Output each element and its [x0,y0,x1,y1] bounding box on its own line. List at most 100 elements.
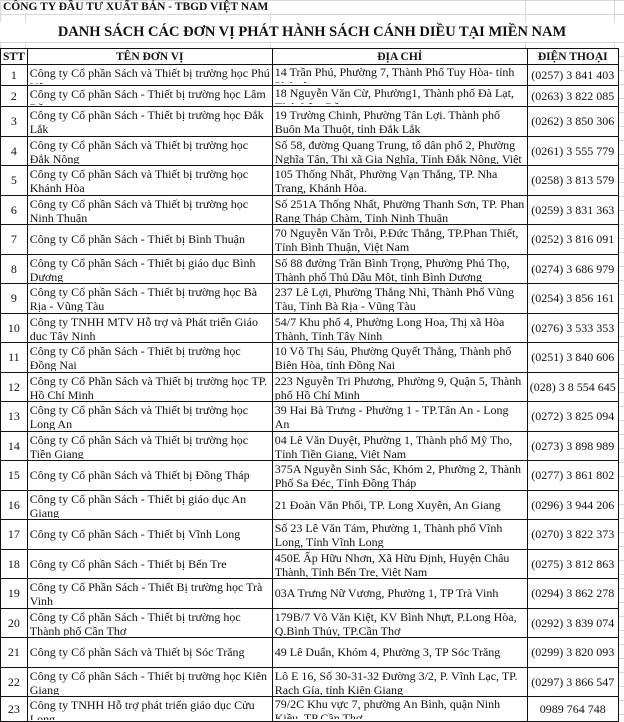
address-cell[interactable]: Số 251A Thống Nhất, Phường Thanh Sơn, TP… [271,194,528,225]
address-cell[interactable]: 03A Trưng Nữ Vương, Phường 1, TP Trà Vin… [271,578,528,609]
address-cell[interactable]: 450E Ấp Hữu Nhơn, Xã Hữu Định, Huyện Châ… [271,548,528,579]
phone-number-cell[interactable]: (0257) 3 841 403 [526,64,619,86]
row-number-cell[interactable]: 8 [0,253,28,284]
row-number-cell[interactable]: 6 [0,194,28,225]
unit-name-cell[interactable]: Công ty Cổ phần Sách - Thiết bị giáo dục… [26,253,273,284]
unit-name-cell[interactable]: Công ty Cổ phần Sách và Thiết bị trường … [26,135,273,166]
unit-name-cell[interactable]: Công ty Cổ phần Sách và Thiết bị Sóc Tră… [26,637,273,668]
unit-name-cell[interactable]: Công ty Cổ Phần Sách - Thiết Bị trường h… [26,578,273,609]
phone-number-cell[interactable]: (0272) 3 825 094 [526,401,619,432]
row-number-cell[interactable]: 9 [0,283,28,314]
phone-number-cell[interactable]: (028) 3 8 554 645 [526,371,619,402]
row-number-cell[interactable]: 3 [0,106,28,137]
phone-number-cell[interactable]: (0273) 3 898 989 [526,430,619,461]
row-number-cell[interactable]: 1 [0,64,28,86]
address-cell[interactable]: 54/7 Khu phố 4, Phường Long Hoa, Thị xã … [271,312,528,343]
unit-name-cell[interactable]: Công ty Cổ phần Sách - Thiết bị trường h… [26,85,273,107]
unit-name-cell[interactable]: Công ty TNHH MTV Hỗ trợ và Phát triển Gi… [26,312,273,343]
row-number-cell[interactable]: 17 [0,519,28,550]
unit-name-cell[interactable]: Công ty Cổ phần Sách - Thiết bị trường h… [26,607,273,638]
address-cell[interactable]: 04 Lê Văn Duyệt, Phường 1, Thành phố Mỹ … [271,430,528,461]
unit-name-cell[interactable]: Công ty Cổ phần Sách - Thiết bị trường h… [26,283,273,314]
unit-name-cell[interactable]: Công ty Cổ phần Sách và Thiết bị trường … [26,165,273,196]
address-cell[interactable]: 70 Nguyễn Văn Trỗi, P.Đức Thắng, TP.Phan… [271,224,528,255]
address-cell[interactable]: 223 Nguyễn Tri Phương, Phường 9, Quận 5,… [271,371,528,402]
address-cell[interactable]: 39 Hai Bà Trưng - Phường 1 - TP.Tân An -… [271,401,528,432]
phone-number-cell[interactable]: (0252) 3 816 091 [526,224,619,255]
phone-number-cell[interactable]: (0262) 3 850 306 [526,106,619,137]
column-header-name[interactable]: TÊN ĐƠN VỊ [26,48,273,65]
unit-name-cell[interactable]: Công ty Cổ phần Sách - Thiết bị trường h… [26,106,273,137]
unit-name-cell[interactable]: Công ty Cổ phần Sách - Thiết bị trường h… [26,342,273,373]
row-number-cell[interactable]: 19 [0,578,28,609]
address-cell[interactable]: 375A Nguyễn Sinh Sắc, Khóm 2, Phường 2, … [271,460,528,491]
address-cell[interactable]: Số 88 đường Trần Bình Trọng, Phường Phú … [271,253,528,284]
unit-name-cell[interactable]: Công ty Cổ Phần Sách và Thiết bị trường … [26,371,273,402]
unit-name-cell[interactable]: Công ty Cổ phần Sách - Thiết bị Bình Thu… [26,224,273,255]
unit-name-cell[interactable]: Công ty Cổ phần Sách và Thiết bị Đồng Th… [26,460,273,491]
unit-name-cell[interactable]: Công ty Cổ phần Sách - Thiết bị Vĩnh Lon… [26,519,273,550]
unit-name-cell[interactable]: Công ty Cổ phần Sách và Thiết bị trường … [26,401,273,432]
address-cell[interactable]: 10 Võ Thị Sáu, Phường Quyết Thắng, Thành… [271,342,528,373]
phone-number-cell[interactable]: (0259) 3 831 363 [526,194,619,225]
phone-number-cell[interactable]: (0292) 3 839 074 [526,607,619,638]
unit-name-cell[interactable]: Công ty Cổ phần Sách và Thiết bị trường … [26,430,273,461]
row-number-cell[interactable]: 22 [0,666,28,697]
address-cell[interactable]: 21 Đoàn Văn Phối, TP. Long Xuyên, An Gia… [271,489,528,520]
unit-name-cell[interactable]: Công ty Cổ phần Sách - Thiết bị Bến Tre [26,548,273,579]
unit-name-cell[interactable]: Công ty Cổ phần Sách - Thiết bị trường h… [26,666,273,697]
address-cell[interactable]: 18 Nguyễn Văn Cừ, Phường1, Thành phố Đà … [271,85,528,107]
phone-number-cell[interactable]: (0296) 3 944 206 [526,489,619,520]
row-number-cell[interactable]: 10 [0,312,28,343]
address-cell[interactable]: Số 23 Lê Văn Tám, Phường 1, Thành phố Vĩ… [271,519,528,550]
address-cell[interactable]: 237 Lê Lợi, Phường Thắng Nhì, Thành Phố … [271,283,528,314]
phone-number-cell[interactable]: (0277) 3 861 802 [526,460,619,491]
phone-number-cell[interactable]: (0294) 3 862 278 [526,578,619,609]
phone-number-cell[interactable]: (0251) 3 840 606 [526,342,619,373]
address-cell[interactable]: 105 Thống Nhất, Phường Vạn Thắng, TP. Nh… [271,165,528,196]
unit-name-cell[interactable]: Công ty Cổ phần Sách và Thiết bị trường … [26,64,273,86]
column-header-stt[interactable]: STT [0,48,28,65]
phone-number-cell[interactable]: (0275) 3 812 863 [526,548,619,579]
row-number-cell[interactable]: 20 [0,607,28,638]
row-number-cell[interactable]: 2 [0,85,28,107]
row-number-cell[interactable]: 18 [0,548,28,579]
unit-name: Công ty Cổ phần Sách - Thiết bị trường h… [29,344,241,371]
column-header-phone[interactable]: ĐIỆN THOẠI [526,48,619,65]
row-number-cell[interactable]: 11 [0,342,28,373]
phone-number-cell[interactable]: (0274) 3 686 979 [526,253,619,284]
phone-number-cell[interactable]: (0258) 3 813 579 [526,165,619,196]
phone-number: (0274) 3 686 979 [531,261,615,276]
unit-name-cell[interactable]: Công ty Cổ phần Sách và Thiết bị trường … [26,194,273,225]
column-header-address[interactable]: ĐỊA CHỈ [271,48,528,65]
row-number-cell[interactable]: 4 [0,135,28,166]
row-number-cell[interactable]: 16 [0,489,28,520]
phone-number-cell[interactable]: (0270) 3 822 373 [526,519,619,550]
address-cell[interactable]: 19 Trường Chinh, Phường Tân Lợi. Thành p… [271,106,528,137]
row-number-cell[interactable]: 12 [0,371,28,402]
address-cell[interactable]: 49 Lê Duẩn, Khóm 4, Phường 3, TP Sóc Tră… [271,637,528,668]
row-number-cell[interactable]: 21 [0,637,28,668]
address-cell[interactable]: 14 Trần Phú, Phường 7, Thành Phố Tuy Hòa… [271,64,528,86]
phone-number-cell[interactable]: (0263) 3 822 085 [526,85,619,107]
phone-number-cell[interactable]: (0297) 3 866 547 [526,666,619,697]
phone-number-cell[interactable]: 0989 764 748 [526,696,619,722]
row-number-cell[interactable]: 7 [0,224,28,255]
phone-number-cell[interactable]: (0261) 3 555 779 [526,135,619,166]
row-number: 5 [10,173,17,188]
phone-number-cell[interactable]: (0299) 3 820 093 [526,637,619,668]
row-number: 4 [10,143,17,158]
unit-name-cell[interactable]: Công ty TNHH Hỗ trợ phát triển giáo dục … [26,696,273,722]
row-number-cell[interactable]: 13 [0,401,28,432]
address-cell[interactable]: 179B/7 Võ Văn Kiệt, KV Bình Nhựt, P.Long… [271,607,528,638]
address-cell[interactable]: Số 58, đường Quang Trung, tổ dân phố 2, … [271,135,528,166]
row-number-cell[interactable]: 14 [0,430,28,461]
phone-number-cell[interactable]: (0254) 3 856 161 [526,283,619,314]
address-cell[interactable]: Lô E 16, Số 30-31-32 Đường 3/2, P. Vĩnh … [271,666,528,697]
unit-name-cell[interactable]: Công ty Cổ phần Sách - Thiết bị giáo dục… [26,489,273,520]
address-cell[interactable]: 79/2C Khu vực 7, phường An Bình, quận Ni… [271,696,528,722]
phone-number-cell[interactable]: (0276) 3 533 353 [526,312,619,343]
row-number-cell[interactable]: 5 [0,165,28,196]
row-number-cell[interactable]: 23 [0,696,28,722]
row-number-cell[interactable]: 15 [0,460,28,491]
